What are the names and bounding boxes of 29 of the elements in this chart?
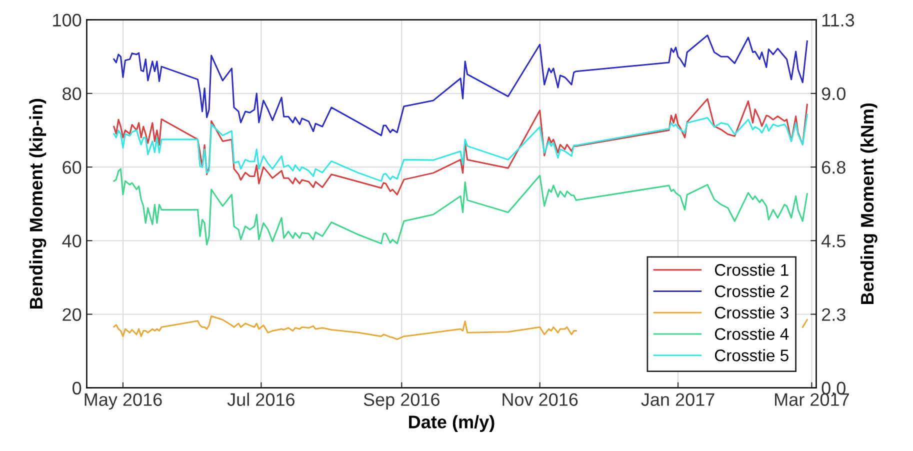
y2-tick-label: 11.3 [822,14,854,27]
line-series [113,168,808,246]
legend-label: Crosstie 2 [714,284,788,298]
x-axis-title: Date (m/y) [409,415,494,432]
y2-axis-title: Bending Moment (kNm) [860,103,878,304]
line-series [113,34,808,136]
legend-label: Crosstie 1 [714,264,788,276]
y-tick-label: 40 [62,234,82,248]
x-tick-label: Nov 2016 [502,393,578,406]
x-tick-label: May 2016 [84,393,162,410]
x-tick-label: Mar 2017 [775,393,849,406]
line-series [113,98,808,196]
y-tick-label: 0 [72,382,82,395]
x-tick-label: Jul 2016 [227,392,295,406]
y-tick-label: 60 [62,160,82,174]
y2-tick-label: 6.8 [822,160,846,174]
legend-label: Crosstie 5 [714,349,788,362]
y2-tick-label: 9.0 [822,87,846,100]
line-series [113,114,808,182]
x-tick-label: Sep 2016 [364,393,440,410]
y-tick-label: 100 [53,14,82,27]
y2-tick-label: 2.3 [822,308,846,321]
y-tick-label: 80 [62,87,82,100]
y-tick-label: 20 [62,308,82,321]
y-axis-title: Bending Moment (kip-in) [29,98,46,308]
y2-tick-label: 4.5 [822,234,846,248]
legend-label: Crosstie 4 [714,328,789,340]
legend-label: Crosstie 3 [714,306,788,319]
x-tick-label: Jan 2017 [641,393,714,406]
